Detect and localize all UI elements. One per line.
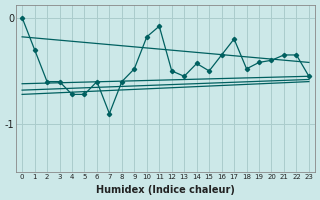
X-axis label: Humidex (Indice chaleur): Humidex (Indice chaleur) bbox=[96, 185, 235, 195]
